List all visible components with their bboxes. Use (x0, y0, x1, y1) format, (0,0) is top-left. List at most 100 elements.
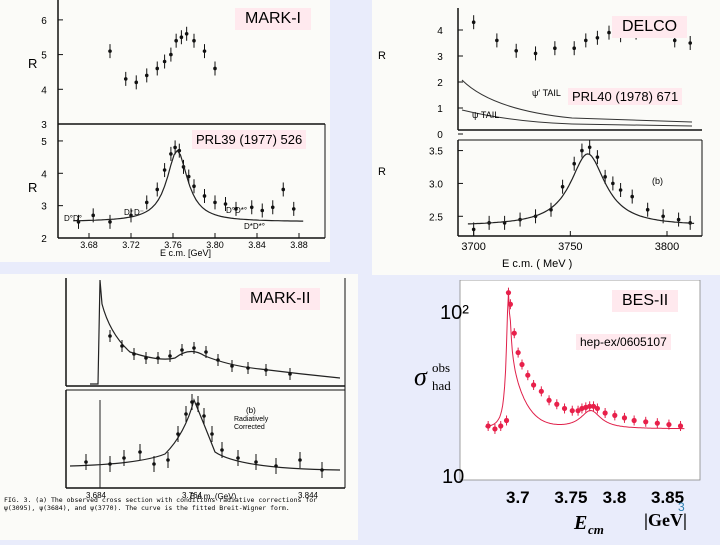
mark2-lower-point (220, 448, 224, 452)
mark1-upper-point (179, 35, 184, 40)
bes2-point (621, 415, 628, 421)
delco-upper-point (607, 30, 611, 35)
mark2-upper-point (144, 356, 148, 360)
delco-upper-point (495, 38, 499, 43)
bes2-point (503, 417, 510, 424)
mark2-x-tick: 3.844 (298, 491, 319, 500)
mark2-lower-point (108, 462, 112, 466)
mark1-plot: 6 5 4 3 5 4 3 2 3.68 3.72 3.76 3.80 3.84 3.88 (41, 0, 326, 250)
mark1-lower-point (91, 213, 95, 218)
bes2-point (511, 330, 517, 336)
delco-lower-point (560, 184, 565, 189)
delco-lower-point (630, 194, 634, 199)
delco-upper-point (672, 38, 677, 43)
mark2-upper-point (264, 368, 268, 372)
delco-x-label: E c.m. ( MeV ) (502, 258, 573, 270)
delco-lower-point (587, 145, 592, 150)
mark1-y-tick: 3 (41, 202, 47, 213)
mark2-caption: FIG. 3. (a) The observed cross section w… (4, 496, 318, 512)
mark1-lower-point (213, 200, 217, 205)
delco-upper-point (533, 51, 538, 56)
delco-lower-point (676, 217, 681, 222)
delco-label: DELCO (612, 16, 688, 38)
mark2-upper-point (156, 356, 160, 360)
delco-lower-point (471, 227, 476, 232)
mark2-lower-point (298, 458, 302, 462)
mark1-lower-point (291, 207, 296, 211)
bes2-point (515, 349, 521, 356)
bes2-point (531, 382, 537, 388)
page-number: 3 (678, 500, 685, 514)
mark1-lower-point (108, 220, 112, 224)
mark2-lower-point (320, 468, 324, 472)
mark1-lower-point (162, 168, 167, 172)
mark2-upper-point (246, 366, 250, 370)
mark1-upper-point (184, 31, 189, 36)
delco-upper-point (595, 36, 600, 40)
mark1-upper-point (213, 66, 217, 71)
bes2-y-axis-sigma: σ (414, 362, 427, 391)
delco-upper-point (584, 38, 588, 43)
delco-y-tick: 2 (437, 78, 443, 89)
bes2-point (492, 426, 498, 432)
mark1-y-tick: 3 (41, 120, 47, 131)
mark1-upper-point (174, 38, 178, 43)
mark2-upper-point (192, 346, 196, 350)
mark1-upper-point (108, 49, 112, 53)
mark1-upper-point (192, 38, 196, 43)
bes2-point (666, 421, 672, 428)
delco-lower-point (580, 148, 584, 153)
mark1-y-tick: 2 (41, 234, 47, 245)
mark1-lower-point (249, 205, 254, 210)
bes2-point (631, 417, 637, 424)
bes2-plot (459, 279, 701, 481)
delco-lower-point (603, 175, 607, 179)
delco-upper-point (572, 46, 576, 50)
delco-plot: 4 3 2 1 0 3.5 3.0 2.5 3700 3750 3800 (429, 8, 703, 253)
mark2-upper-point (132, 352, 136, 356)
bes2-point (612, 412, 618, 418)
bes2-point (561, 405, 568, 412)
mark2-lower-point (254, 460, 258, 464)
delco-y-tick: 2.5 (429, 212, 443, 223)
bes2-y-axis-sup: obs (432, 360, 451, 375)
mark2-lower-point (152, 462, 156, 466)
mark2-upper-point (230, 364, 234, 368)
mark1-x-tick: 3.72 (122, 240, 140, 250)
mark1-y-tick: 5 (41, 51, 47, 62)
bes2-point (602, 410, 608, 416)
bes2-x-tick: 3.85 (651, 488, 685, 507)
bes2-point (519, 361, 525, 368)
mark1-x-label: E c.m. [GeV] (160, 248, 212, 258)
bes2-figure: 10² 10 σ obs had 3.7 3.75 3.8 3.85 E cm |Ge… (400, 279, 720, 540)
delco-y-symbol-upper: R (378, 50, 386, 62)
mark2-plot: 3.684 3.764 3.844 (65, 278, 346, 500)
mark2-lower-point (166, 458, 170, 462)
bes2-x-axis-unit: |GeV| (644, 510, 687, 530)
mark1-threshold-dds0: D°D*° (226, 206, 248, 215)
mark1-reference: PRL39 (1977) 526 (192, 130, 307, 149)
mark1-lower-point (144, 200, 149, 205)
mark2-x-tick: 3.764 (182, 491, 203, 500)
mark2-upper-point (168, 354, 172, 358)
bes2-point (525, 372, 531, 378)
mark2-upper-point (120, 344, 124, 348)
delco-upper-point (553, 46, 557, 50)
mark2-lower-point (196, 402, 200, 406)
bes2-x-axis-sub: cm (588, 522, 604, 537)
bes2-x-axis-E: E (574, 512, 588, 534)
mark2-lower-point (236, 456, 240, 460)
mark1-lower-point (270, 205, 275, 210)
mark2-lower-point (202, 414, 206, 418)
bes2-y-tick-10: 10 (442, 466, 465, 488)
mark1-upper-point (162, 59, 167, 64)
bes2-point (643, 419, 649, 425)
delco-lower-point (611, 181, 615, 186)
mark1-lower-point (223, 202, 228, 206)
delco-upper-point (514, 49, 518, 53)
mark1-lower-point (155, 187, 160, 192)
bes2-point (677, 423, 684, 429)
delco-lower-point (595, 155, 600, 159)
mark2-lower-point (84, 460, 88, 464)
mark1-lower-point (281, 187, 286, 192)
